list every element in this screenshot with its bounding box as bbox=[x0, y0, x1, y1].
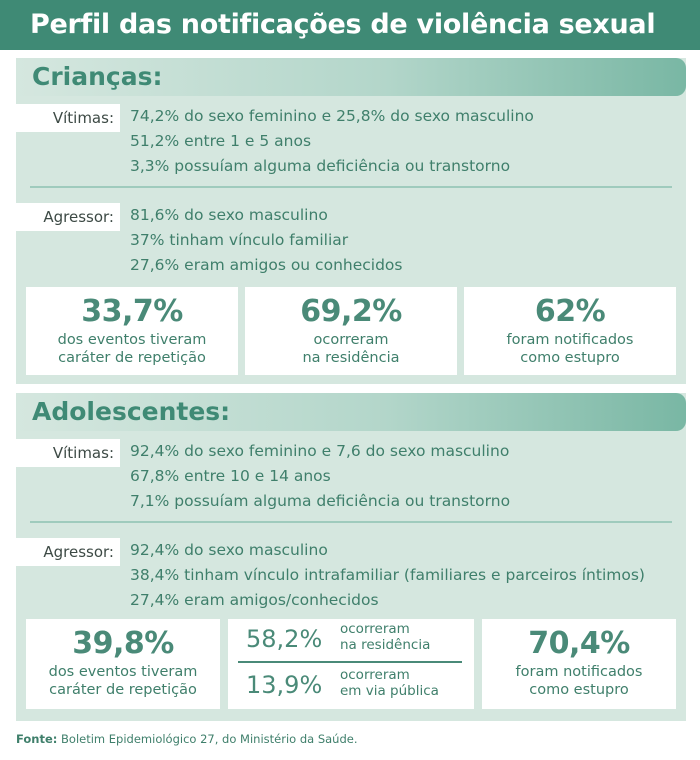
stat-row-public: 13,9% ocorreram em via pública bbox=[228, 665, 474, 705]
list-item: 37% tinham vínculo familiar bbox=[130, 231, 349, 249]
stat-box-rape: 70,4% foram notificados como estupro bbox=[482, 619, 676, 709]
list-item: 92,4% do sexo masculino bbox=[130, 541, 328, 559]
section-title: Crianças: bbox=[32, 62, 163, 91]
source-label: Fonte: bbox=[16, 732, 58, 746]
aggressor-list: 81,6% do sexo masculino 37% tinham víncu… bbox=[130, 203, 402, 278]
section-title: Adolescentes: bbox=[32, 397, 231, 426]
list-item: 38,4% tinham vínculo intrafamiliar (fami… bbox=[130, 566, 645, 584]
list-item: 3,3% possuíam alguma deficiência ou tran… bbox=[130, 157, 511, 175]
stat-value: 69,2% bbox=[300, 294, 402, 329]
divider bbox=[30, 186, 672, 188]
aggressor-label: Agressor: bbox=[16, 538, 120, 566]
stat-label-line: ocorreram bbox=[340, 621, 410, 637]
stat-label-line: em via pública bbox=[340, 683, 439, 699]
stat-label: caráter de repetição bbox=[49, 682, 197, 698]
stat-label: ocorreram bbox=[313, 332, 389, 348]
source-text: Boletim Epidemiológico 27, do Ministério… bbox=[57, 732, 358, 746]
stat-label: foram notificados bbox=[515, 664, 643, 680]
list-item: 27,6% eram amigos ou conhecidos bbox=[130, 256, 403, 274]
section-header: Adolescentes: bbox=[16, 393, 686, 431]
stat-label: caráter de repetição bbox=[58, 350, 206, 366]
stat-label-line: na residência bbox=[340, 637, 431, 653]
list-item: 27,4% eram amigos/conhecidos bbox=[130, 591, 379, 609]
list-item: 81,6% do sexo masculino bbox=[130, 206, 328, 224]
stat-value: 70,4% bbox=[528, 626, 630, 661]
divider bbox=[30, 521, 672, 523]
source-note: Fonte: Boletim Epidemiológico 27, do Min… bbox=[16, 732, 358, 746]
stat-box-residence: 69,2% ocorreram na residência bbox=[245, 287, 457, 375]
victims-label: Vítimas: bbox=[16, 104, 120, 132]
stat-label: como estupro bbox=[529, 682, 629, 698]
stat-box-location: 58,2% ocorreram na residência 13,9% ocor… bbox=[228, 619, 474, 709]
aggressor-list: 92,4% do sexo masculino 38,4% tinham vín… bbox=[130, 538, 645, 613]
page-title: Perfil das notificações de violência sex… bbox=[0, 0, 700, 50]
section-header: Crianças: bbox=[16, 58, 686, 96]
list-item: 7,1% possuíam alguma deficiência ou tran… bbox=[130, 492, 511, 510]
stat-label: ocorreram na residência bbox=[340, 621, 430, 653]
stat-box-rape: 62% foram notificados como estupro bbox=[464, 287, 676, 375]
victims-label: Vítimas: bbox=[16, 439, 120, 467]
divider bbox=[238, 661, 462, 663]
stat-label: na residência bbox=[302, 350, 400, 366]
stat-label: como estupro bbox=[520, 350, 620, 366]
victims-list: 92,4% do sexo feminino e 7,6 do sexo mas… bbox=[130, 439, 510, 514]
stat-value: 13,9% bbox=[246, 671, 323, 699]
stat-label: ocorreram em via pública bbox=[340, 667, 439, 699]
stat-box-repetition: 39,8% dos eventos tiveram caráter de rep… bbox=[26, 619, 220, 709]
list-item: 74,2% do sexo feminino e 25,8% do sexo m… bbox=[130, 107, 534, 125]
stat-box-repetition: 33,7% dos eventos tiveram caráter de rep… bbox=[26, 287, 238, 375]
stat-row-residence: 58,2% ocorreram na residência bbox=[228, 619, 474, 659]
stat-label-line: ocorreram bbox=[340, 667, 410, 683]
list-item: 92,4% do sexo feminino e 7,6 do sexo mas… bbox=[130, 442, 510, 460]
section-adolescentes: Adolescentes: Vítimas: 92,4% do sexo fem… bbox=[16, 393, 686, 721]
stat-value: 33,7% bbox=[81, 294, 183, 329]
stat-label: dos eventos tiveram bbox=[48, 664, 198, 680]
stat-label: foram notificados bbox=[506, 332, 634, 348]
stat-value: 58,2% bbox=[246, 625, 323, 653]
victims-list: 74,2% do sexo feminino e 25,8% do sexo m… bbox=[130, 104, 534, 179]
stat-value: 62% bbox=[534, 294, 606, 329]
list-item: 51,2% entre 1 e 5 anos bbox=[130, 132, 312, 150]
list-item: 67,8% entre 10 e 14 anos bbox=[130, 467, 331, 485]
stat-value: 39,8% bbox=[72, 626, 174, 661]
aggressor-label: Agressor: bbox=[16, 203, 120, 231]
section-criancas: Crianças: Vítimas: 74,2% do sexo feminin… bbox=[16, 58, 686, 384]
stat-label: dos eventos tiveram bbox=[57, 332, 207, 348]
